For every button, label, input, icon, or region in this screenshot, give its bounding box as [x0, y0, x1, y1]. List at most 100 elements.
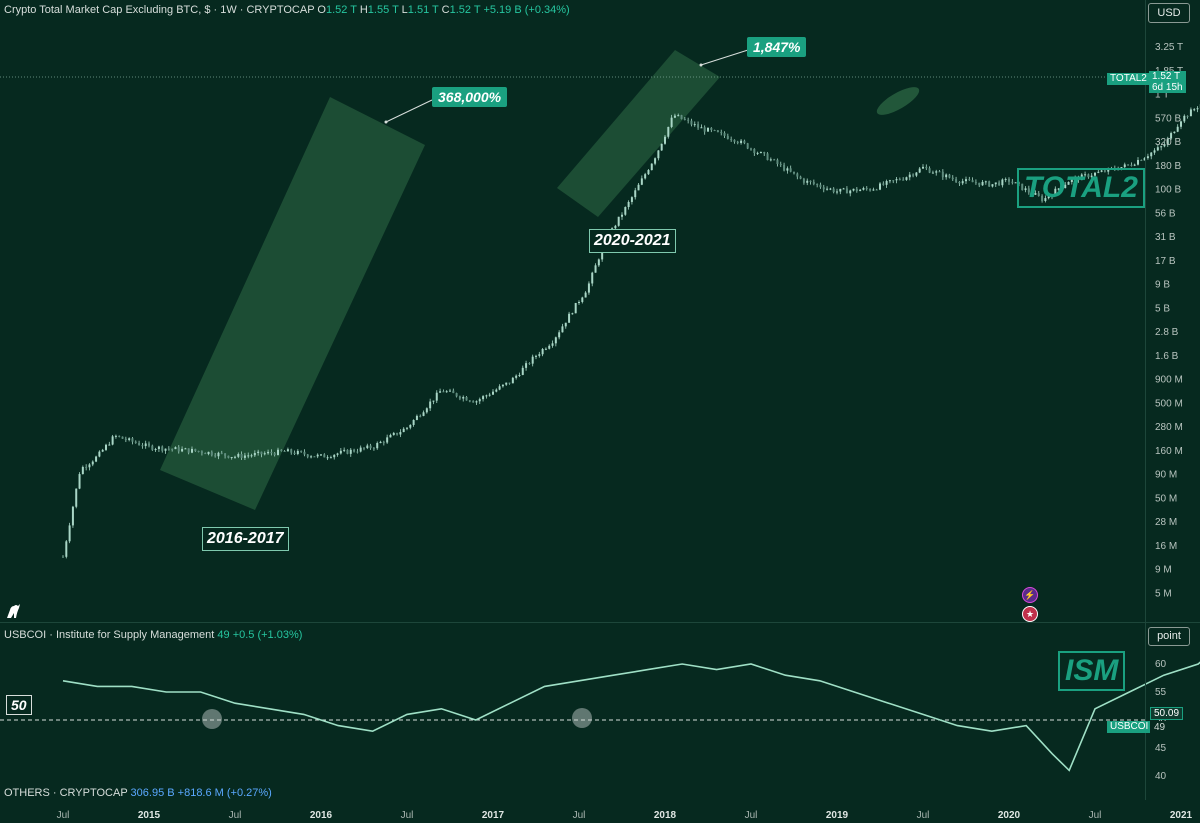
candle-body: [743, 140, 746, 144]
candle-body: [445, 391, 448, 393]
candle-body: [435, 392, 438, 401]
others-title[interactable]: OTHERS · CRYPTOCAP: [4, 787, 128, 799]
candle-body: [571, 313, 574, 315]
us-flag-icon[interactable]: ★: [1022, 606, 1038, 622]
candle-body: [1064, 184, 1067, 189]
candle-body: [710, 127, 713, 131]
candle-body: [624, 207, 627, 215]
candle-body: [617, 216, 620, 226]
candle-body: [667, 126, 670, 137]
candle-body: [647, 170, 650, 175]
scale-unit-button[interactable]: point: [1148, 627, 1190, 646]
candle-body: [1150, 152, 1153, 157]
candle-body: [187, 448, 190, 453]
candle-body: [548, 345, 551, 349]
lightning-icon[interactable]: ⚡: [1022, 587, 1038, 603]
ism-level-tag: 50.09: [1150, 707, 1184, 720]
candle-body: [855, 188, 858, 192]
candle-body: [511, 377, 514, 384]
candle-body: [564, 322, 567, 327]
candle-body: [399, 432, 402, 435]
candle-body: [998, 182, 1001, 186]
price-axis-tick: 1 T: [1155, 90, 1169, 101]
candle-body: [826, 188, 829, 190]
candle-body: [462, 396, 465, 399]
price-axis-tick: 570 B: [1155, 113, 1181, 124]
candle-body: [247, 455, 250, 457]
candle-body: [968, 179, 971, 181]
time-axis-tick: 2017: [482, 810, 505, 821]
candle-body: [171, 448, 174, 450]
time-axis-tick: Jul: [57, 810, 70, 821]
pane-separator[interactable]: [0, 622, 1200, 623]
candle-body: [525, 363, 528, 368]
candle-body: [1021, 183, 1024, 191]
candle-body: [329, 457, 332, 459]
period-label-2020-2021[interactable]: 2020-2021: [589, 229, 676, 253]
candle-body: [449, 390, 451, 392]
period-label-2016-2017[interactable]: 2016-2017: [202, 527, 289, 551]
candle-body: [922, 166, 924, 169]
time-axis-tick: Jul: [745, 810, 758, 821]
candle-body: [257, 451, 260, 454]
candle-body: [578, 301, 580, 303]
indicator-title[interactable]: USBCOI · Institute for Supply Management: [4, 629, 215, 641]
candle-body: [783, 164, 786, 171]
candle-body: [1014, 182, 1017, 184]
candle-body: [994, 182, 997, 185]
candle-body: [779, 164, 782, 166]
candle-body: [468, 400, 471, 402]
candle-body: [793, 171, 795, 174]
candle-body: [455, 393, 458, 397]
indicator-value: 49: [217, 629, 230, 641]
tradingview-logo-icon[interactable]: [4, 600, 24, 620]
gain-label-2017[interactable]: 368,000%: [432, 87, 508, 107]
candle-body: [716, 130, 719, 133]
candle-body: [240, 454, 243, 458]
candle-body: [71, 506, 74, 526]
candle-body: [832, 188, 835, 193]
candle-body: [396, 432, 399, 435]
candle-body: [1051, 196, 1053, 198]
candle-body: [508, 382, 511, 384]
candle-body: [392, 432, 395, 435]
candle-body: [234, 456, 236, 458]
candle-body: [740, 140, 743, 143]
candle-body: [181, 448, 184, 452]
gain-label-2021[interactable]: 1,847%: [747, 37, 807, 57]
candle-body: [409, 424, 412, 428]
candle-body: [105, 444, 107, 450]
symbol-title[interactable]: Crypto Total Market Cap Excluding BTC, $…: [4, 4, 315, 16]
candle-body: [978, 182, 981, 186]
candle-body: [472, 401, 475, 403]
candle-body: [1087, 174, 1090, 178]
candle-body: [528, 363, 531, 365]
currency-button[interactable]: USD: [1148, 3, 1190, 23]
candle-body: [1173, 131, 1176, 134]
candle-body: [1189, 109, 1192, 117]
candle-body: [1137, 160, 1139, 165]
candle-body: [660, 143, 663, 151]
candle-body: [591, 272, 594, 284]
candle-body: [948, 174, 951, 178]
candle-body: [346, 449, 349, 454]
candle-body: [746, 143, 749, 149]
candle-body: [224, 453, 227, 456]
total2-label[interactable]: TOTAL2: [1017, 168, 1145, 208]
candle-body: [148, 443, 150, 446]
candle-body: [627, 201, 630, 208]
time-axis-tick: 2016: [310, 810, 333, 821]
candle-body: [958, 181, 961, 184]
candle-body: [955, 179, 958, 182]
ism-label[interactable]: ISM: [1058, 651, 1126, 691]
time-axis: Jul 2015 Jul 2016 Jul 2017 Jul 2018 Jul 2019 Jul 20…: [57, 810, 1193, 821]
ism-axis-tick: 45: [1155, 743, 1167, 754]
ism-fifty-label[interactable]: 50: [6, 695, 32, 715]
candle-body: [204, 453, 207, 455]
time-axis-tick: Jul: [401, 810, 414, 821]
candle-body: [1077, 177, 1080, 181]
price-axis-tick: 320 B: [1155, 137, 1181, 148]
candle-body: [369, 445, 372, 449]
candle-body: [654, 158, 657, 164]
candle-body: [230, 457, 233, 459]
